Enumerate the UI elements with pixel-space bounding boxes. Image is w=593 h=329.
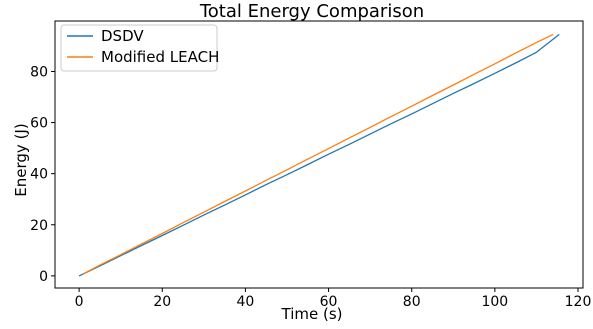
y-tick-label: 80 bbox=[30, 64, 48, 80]
x-tick-label: 20 bbox=[153, 294, 171, 310]
x-tick-label: 0 bbox=[75, 294, 84, 310]
legend-label: DSDV bbox=[101, 27, 144, 45]
chart-title: Total Energy Comparison bbox=[199, 1, 424, 22]
y-axis-label: Energy (J) bbox=[12, 123, 30, 196]
y-tick-label: 20 bbox=[30, 218, 48, 234]
series-layer bbox=[78, 33, 560, 277]
y-tick-label: 0 bbox=[39, 269, 48, 285]
x-axis-label: Time (s) bbox=[281, 305, 343, 323]
y-tick-label: 60 bbox=[30, 116, 48, 132]
y-tick-label: 40 bbox=[30, 167, 48, 183]
y-axis: 0 20 40 60 80 bbox=[30, 64, 55, 285]
legend-label: Modified LEACH bbox=[101, 48, 219, 66]
x-tick-label: 80 bbox=[403, 294, 421, 310]
plot-area-frame bbox=[54, 20, 584, 289]
x-axis: 0 20 40 60 80 100 120 bbox=[75, 288, 592, 310]
series-line-dsdv bbox=[78, 33, 560, 277]
legend-box bbox=[60, 24, 218, 72]
x-tick-label: 40 bbox=[236, 294, 254, 310]
x-tick-label: 60 bbox=[320, 294, 338, 310]
legend: DSDV Modified LEACH bbox=[60, 24, 219, 72]
x-tick-label: 120 bbox=[565, 294, 592, 310]
x-tick-label: 100 bbox=[481, 294, 508, 310]
series-line-modified-leach bbox=[82, 33, 554, 275]
